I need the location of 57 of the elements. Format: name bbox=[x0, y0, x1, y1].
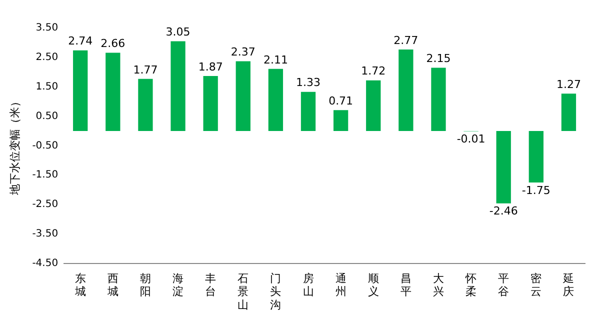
data-label: 2.77 bbox=[394, 34, 418, 47]
y-tick-label: -3.50 bbox=[32, 228, 58, 240]
data-label: 1.72 bbox=[361, 64, 386, 78]
data-label: 1.77 bbox=[133, 63, 158, 76]
x-tick-label: 房山 bbox=[302, 272, 314, 298]
data-label: 1.27 bbox=[556, 78, 581, 91]
x-tick-label: 顺义 bbox=[368, 272, 379, 298]
bar bbox=[496, 130, 511, 204]
bar bbox=[398, 49, 414, 131]
y-tick-label: -2.50 bbox=[32, 199, 58, 210]
data-label: -0.01 bbox=[456, 132, 486, 146]
x-tick-label: 怀柔 bbox=[464, 272, 477, 298]
x-tick-label: 通州 bbox=[335, 272, 346, 298]
x-tick-label: 东城 bbox=[74, 272, 86, 298]
data-label: -2.46 bbox=[489, 204, 518, 218]
y-tick-label: -4.50 bbox=[32, 258, 58, 269]
y-tick-label: 1.50 bbox=[36, 81, 58, 92]
data-label: -1.75 bbox=[522, 184, 550, 197]
data-label: 2.66 bbox=[100, 37, 126, 50]
bar bbox=[203, 76, 218, 131]
bar bbox=[561, 94, 576, 131]
bar bbox=[333, 110, 348, 131]
x-tick-label: 门头沟 bbox=[270, 272, 282, 312]
y-tick-label: 3.50 bbox=[36, 22, 58, 34]
x-tick-label: 西城 bbox=[106, 272, 118, 298]
x-tick-label: 朝阳 bbox=[140, 272, 151, 298]
data-label: 0.71 bbox=[328, 94, 354, 108]
data-label: 2.37 bbox=[230, 46, 256, 59]
y-tick-label: -1.50 bbox=[32, 170, 58, 181]
bar bbox=[106, 52, 120, 131]
bar bbox=[268, 68, 284, 131]
x-tick-label: 海淀 bbox=[172, 272, 184, 298]
data-label: 1.87 bbox=[198, 60, 223, 74]
x-tick-label: 石景山 bbox=[238, 272, 249, 312]
y-tick-label: 0.50 bbox=[36, 110, 58, 122]
data-label: 2.11 bbox=[263, 53, 288, 66]
bar bbox=[236, 61, 250, 131]
y-tick-label: 2.50 bbox=[36, 52, 58, 64]
bar bbox=[366, 80, 381, 131]
bar bbox=[528, 130, 544, 182]
data-label: 2.74 bbox=[68, 34, 93, 48]
bar bbox=[300, 92, 316, 131]
x-tick-label: 平谷 bbox=[498, 272, 510, 298]
data-label: 3.05 bbox=[166, 26, 190, 39]
x-tick-label: 昌平 bbox=[400, 272, 412, 298]
bar bbox=[138, 78, 153, 131]
y-axis-title: 地下水位变幅（米） bbox=[8, 96, 22, 196]
bar bbox=[431, 68, 446, 131]
bar bbox=[170, 41, 186, 131]
x-tick-label: 延庆 bbox=[562, 272, 574, 298]
y-tick-label: -0.50 bbox=[32, 140, 58, 152]
data-label: 2.15 bbox=[426, 52, 451, 66]
bar bbox=[73, 50, 88, 131]
x-tick-label: 丰台 bbox=[205, 272, 216, 298]
x-tick-label: 密云 bbox=[530, 272, 542, 298]
data-label: 1.33 bbox=[296, 76, 321, 90]
x-tick-label: 大兴 bbox=[432, 272, 444, 298]
